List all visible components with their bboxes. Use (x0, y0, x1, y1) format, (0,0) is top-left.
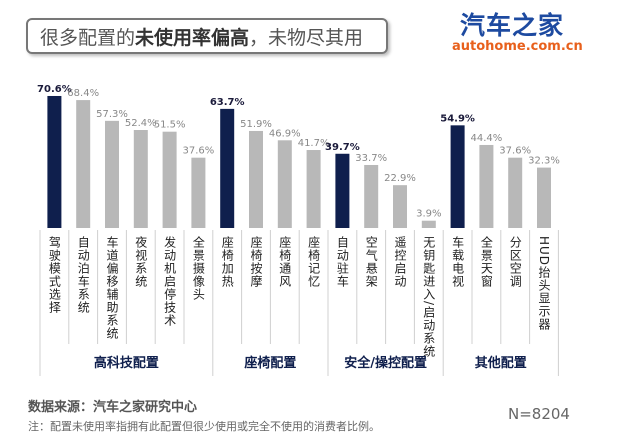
chart-title: 很多配置的未使用率偏高，未物尽其用 (26, 18, 388, 54)
value-label: 22.9% (384, 173, 416, 184)
bar (393, 185, 407, 228)
category-label: 遥控启动 (393, 236, 407, 288)
bar (277, 140, 292, 228)
group-label: 座椅配置 (243, 355, 296, 371)
sample-size: N=8204 (508, 405, 570, 423)
category-label: 车道偏移辅助系统 (105, 235, 119, 340)
value-label: 37.6% (499, 146, 531, 157)
bar (249, 130, 263, 228)
logo-en: autohome.com.cn (452, 39, 583, 54)
bar (450, 125, 465, 228)
group-label: 安全/操控配置 (344, 355, 427, 371)
footnote: 注：配置未使用率指拥有此配置但很少使用或完全不使用的消费者比例。 (28, 420, 380, 433)
category-label: 座椅加热 (220, 235, 234, 288)
value-label: 33.7% (355, 153, 387, 164)
category-label: 座椅按摩 (249, 235, 263, 288)
title-part: ，未物尽其用 (249, 27, 364, 49)
value-label: 37.6% (183, 146, 215, 157)
category-label: 全景天窗 (479, 235, 493, 288)
category-label: 分区空调 (508, 236, 522, 288)
bar (191, 157, 206, 228)
bar (508, 157, 523, 228)
category-label: 夜视系统 (134, 235, 148, 288)
value-label: 46.9% (269, 128, 301, 139)
bar (105, 120, 119, 228)
bar (421, 220, 436, 228)
logo-cn: 汽车之家 (459, 11, 564, 40)
category-label: 车载电视 (451, 235, 465, 288)
category-label: 座椅通风 (278, 235, 292, 288)
value-label: 54.9% (440, 113, 475, 124)
bar (364, 164, 379, 228)
category-label: 全景摄像头 (191, 235, 205, 301)
category-label: 座椅记忆 (307, 235, 321, 288)
value-label: 44.4% (471, 133, 503, 144)
bar (220, 108, 235, 228)
bar (47, 95, 62, 228)
value-label: 41.7% (298, 138, 330, 149)
category-label: HUD抬头显示器 (537, 236, 551, 331)
value-label: 3.9% (416, 209, 441, 220)
bar (537, 167, 551, 228)
bar (335, 153, 350, 228)
bar (133, 130, 148, 228)
category-label: 无钥匙进入/启动系统 (422, 236, 436, 358)
value-label: 51.5% (154, 120, 186, 131)
category-label: 驾驶模式选择 (47, 236, 61, 314)
title-emphasis: 未使用率偏高 (135, 27, 250, 49)
category-label: 自动泊车系统 (76, 236, 90, 314)
value-label: 70.6% (37, 84, 72, 95)
value-label: 39.7% (325, 142, 360, 153)
value-label: 63.7% (210, 97, 245, 108)
bar (306, 150, 321, 228)
category-label: 自动驻车 (335, 236, 349, 288)
category-label: 空气悬架 (364, 236, 378, 288)
bar (479, 144, 494, 228)
data-source: 数据来源：汽车之家研究中心 (28, 400, 198, 415)
group-label: 其他配置 (475, 355, 527, 371)
value-label: 52.4% (125, 118, 157, 129)
value-label: 32.3% (528, 156, 560, 167)
autohome-logo: 汽车之家 autohome.com.cn (452, 11, 583, 54)
category-label: 发动机启停技术 (163, 235, 177, 327)
bar (76, 100, 91, 228)
value-label: 51.9% (240, 119, 272, 130)
group-label: 高科技配置 (94, 355, 159, 371)
value-label: 68.4% (67, 88, 99, 99)
bar (162, 131, 177, 228)
value-label: 57.3% (96, 109, 128, 120)
title-part: 很多配置的 (40, 27, 136, 49)
